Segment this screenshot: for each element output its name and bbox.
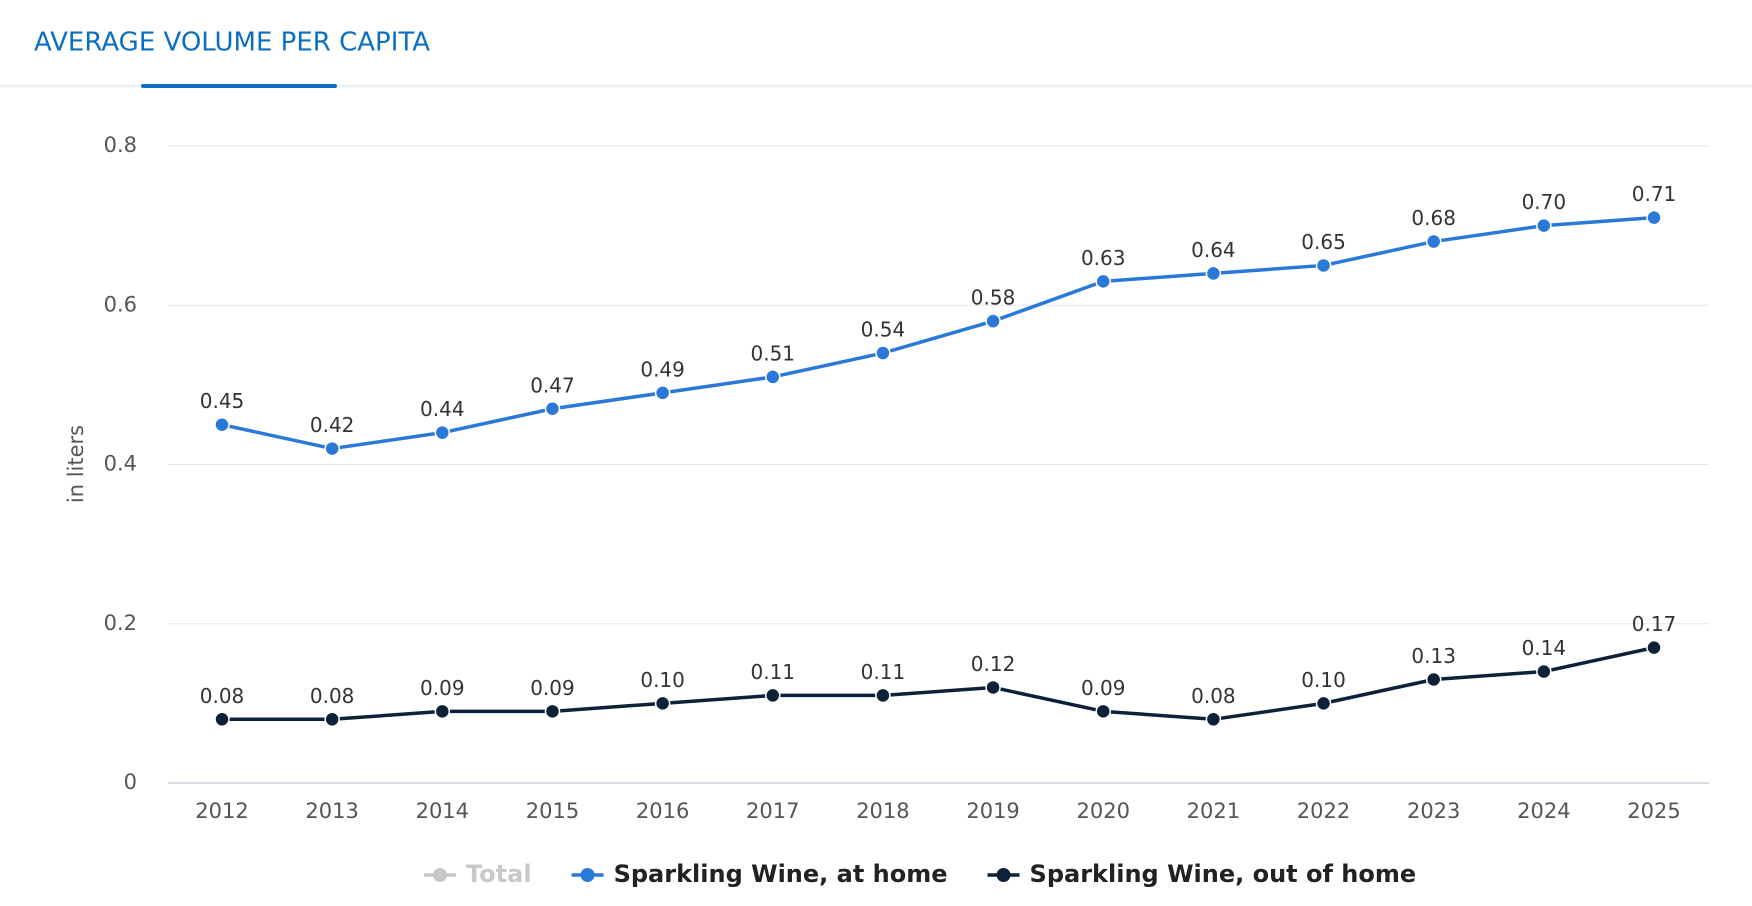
x-tick-label: 2020 [1077, 799, 1130, 823]
data-point[interactable] [1315, 257, 1332, 274]
x-tick-label: 2019 [966, 799, 1019, 823]
x-tick-label: 2025 [1627, 799, 1680, 823]
data-point[interactable] [1205, 265, 1222, 282]
data-label: 0.64 [1191, 238, 1236, 262]
legend-label[interactable]: Sparkling Wine, out of home [1030, 860, 1417, 888]
legend-label[interactable]: Sparkling Wine, at home [614, 860, 948, 888]
data-point[interactable] [1536, 217, 1552, 234]
data-point[interactable] [434, 703, 451, 720]
data-label: 0.49 [640, 357, 685, 381]
legend-marker [580, 868, 595, 882]
data-point[interactable] [324, 711, 340, 728]
data-label: 0.09 [530, 676, 575, 700]
data-label: 0.63 [1081, 246, 1126, 270]
data-point[interactable] [1095, 703, 1111, 720]
y-axis-title: in liters [64, 425, 88, 503]
x-tick-label: 2022 [1297, 799, 1350, 823]
data-label: 0.08 [1191, 684, 1236, 708]
data-label: 0.17 [1632, 612, 1677, 636]
data-label: 0.65 [1301, 230, 1346, 254]
data-label: 0.54 [861, 318, 906, 342]
x-tick-label: 2018 [856, 799, 909, 823]
data-label: 0.11 [751, 660, 796, 684]
data-point[interactable] [765, 687, 781, 704]
x-tick-label: 2014 [416, 799, 469, 823]
data-point[interactable] [434, 424, 451, 441]
x-tick-label: 2024 [1517, 799, 1570, 823]
data-label: 0.47 [530, 373, 575, 397]
data-point[interactable] [765, 369, 781, 385]
series-line [221, 215, 1655, 451]
data-point[interactable] [654, 695, 671, 712]
data-label: 0.68 [1411, 206, 1456, 230]
data-point[interactable] [1315, 695, 1332, 712]
data-label: 0.08 [310, 684, 355, 708]
data-label: 0.09 [420, 676, 465, 700]
x-tick-label: 2017 [746, 799, 799, 823]
legend-label[interactable]: Total [466, 860, 532, 888]
x-tick-label: 2015 [526, 799, 579, 823]
data-label: 0.70 [1522, 190, 1567, 214]
legend-marker [996, 868, 1011, 882]
data-point[interactable] [214, 711, 230, 728]
y-tick-label: 0.8 [104, 133, 137, 157]
x-tick-label: 2023 [1407, 799, 1460, 823]
data-label: 0.45 [200, 389, 245, 413]
y-tick-label: 0.2 [104, 611, 137, 635]
data-point[interactable] [1425, 671, 1442, 688]
data-point[interactable] [544, 703, 561, 720]
data-point[interactable] [1536, 663, 1552, 680]
data-label: 0.09 [1081, 676, 1126, 700]
data-label: 0.44 [420, 397, 465, 421]
data-point[interactable] [875, 687, 891, 704]
y-tick-label: 0 [124, 770, 137, 794]
data-point[interactable] [544, 401, 561, 417]
data-point[interactable] [985, 313, 1001, 329]
x-tick-label: 2012 [195, 799, 248, 823]
data-point[interactable] [1646, 639, 1662, 656]
tab-underline [141, 84, 337, 88]
data-label: 0.71 [1632, 182, 1677, 206]
data-label: 0.12 [971, 652, 1016, 676]
data-point[interactable] [985, 679, 1001, 696]
data-label: 0.10 [1301, 668, 1346, 692]
data-point[interactable] [1205, 711, 1222, 728]
series-line [222, 645, 1655, 722]
data-point[interactable] [1425, 233, 1442, 250]
y-tick-label: 0.6 [104, 292, 137, 316]
tab-title[interactable]: AVERAGE VOLUME PER CAPITA [34, 28, 430, 58]
data-label: 0.10 [640, 668, 685, 692]
x-tick-label: 2021 [1187, 799, 1240, 823]
data-point[interactable] [1646, 209, 1662, 226]
y-tick-label: 0.4 [104, 452, 137, 476]
data-label: 0.08 [200, 684, 245, 708]
x-tick-label: 2016 [636, 799, 689, 823]
data-label: 0.14 [1522, 636, 1567, 660]
data-label: 0.51 [751, 341, 796, 365]
data-label: 0.11 [861, 660, 906, 684]
data-point[interactable] [875, 345, 891, 361]
data-label: 0.42 [310, 413, 355, 437]
data-point[interactable] [654, 385, 671, 401]
data-label: 0.13 [1411, 644, 1456, 668]
data-point[interactable] [1095, 273, 1111, 290]
x-tick-label: 2013 [305, 799, 358, 823]
data-point[interactable] [214, 416, 230, 433]
data-label: 0.58 [971, 286, 1016, 310]
data-point[interactable] [324, 440, 340, 457]
legend-marker [433, 868, 447, 882]
